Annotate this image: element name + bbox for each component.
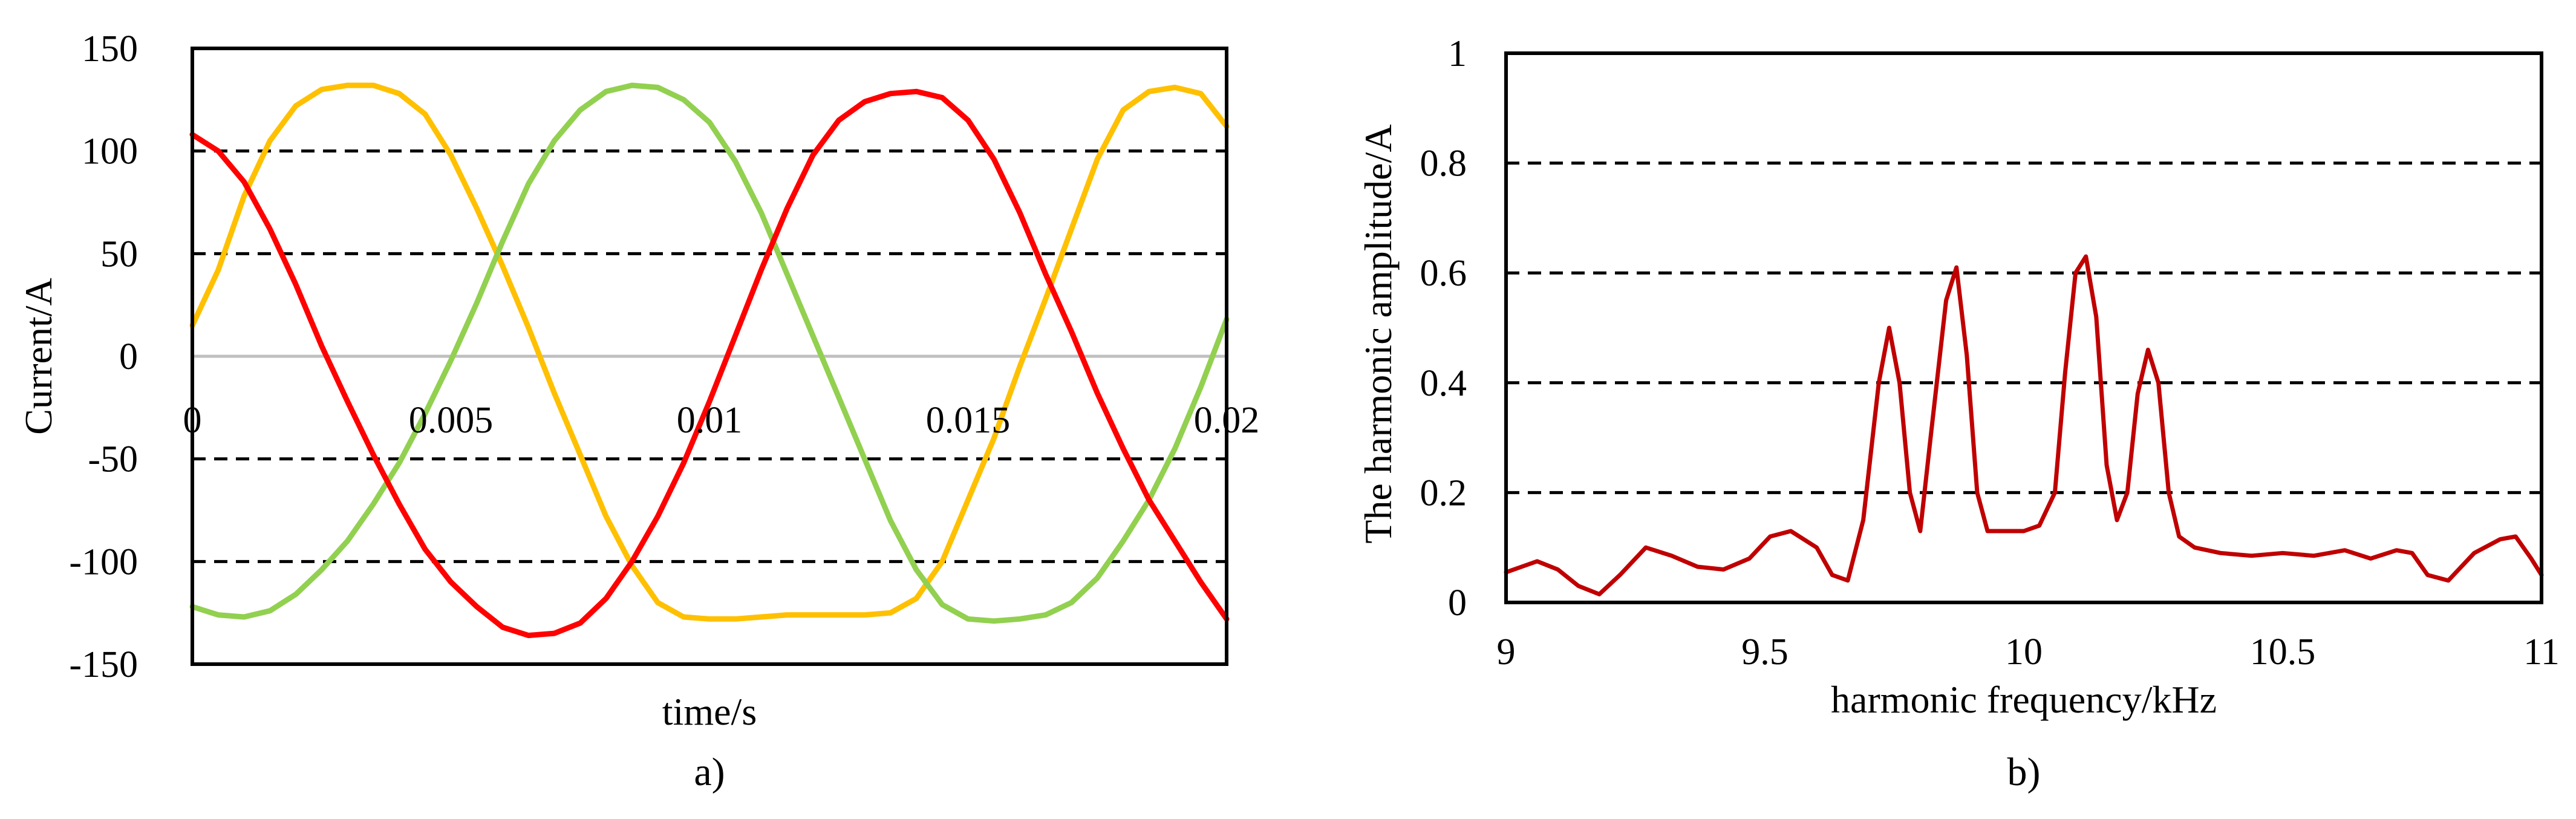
y-tick-label: 0 [119,336,138,377]
y-tick-label: 0.2 [1420,472,1467,514]
panel-b-xlabel: harmonic frequency/kHz [1831,678,2217,721]
x-tick-label: 9 [1497,631,1516,673]
series-line-0 [189,82,1230,622]
y-tick-label: 0.8 [1420,143,1467,184]
panel-a-xlabel: time/s [662,690,757,733]
series-line-0 [1504,254,2544,596]
y-tick-label: 0.6 [1420,253,1467,294]
panel-a-plot-frame [191,47,1228,666]
series-line-1 [189,82,1230,624]
panel-a-caption: a) [694,750,725,794]
y-tick-label: 0 [1448,582,1467,624]
y-tick-label: -50 [88,439,138,480]
x-tick-label: 0.015 [926,400,1011,441]
x-tick-label: 0.005 [409,400,494,441]
y-tick-label: 50 [100,233,138,275]
panel-b-caption: b) [2007,750,2041,794]
x-tick-label: 0.01 [677,400,743,441]
x-tick-label: 0.02 [1194,400,1260,441]
x-tick-label: 9.5 [1741,631,1789,673]
panel-b-plot-frame [1504,51,2543,604]
y-tick-label: 100 [82,131,138,172]
x-tick-label: 10.5 [2250,631,2316,673]
x-tick-label: 10 [2005,631,2043,673]
y-tick-label: 1 [1448,33,1467,74]
y-tick-label: -100 [69,541,138,582]
panel-b: 0 0.2 0.4 0.6 0.8 1 9 9.5 10 10.5 11 harmonic freq… [1357,33,2560,794]
panel-a-ylabel: Current/A [17,278,60,435]
y-tick-label: 150 [82,28,138,70]
y-tick-label: -150 [69,644,138,685]
panel-b-ylabel: The harmonic amplitude/A [1357,124,1400,543]
y-tick-label: 0.4 [1420,363,1467,404]
series-line-2 [189,88,1230,638]
x-tick-label: 11 [2523,631,2560,673]
x-tick-label: 0 [183,400,202,441]
